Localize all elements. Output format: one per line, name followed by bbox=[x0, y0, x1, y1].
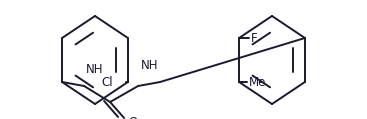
Text: F: F bbox=[251, 32, 258, 45]
Text: NH: NH bbox=[86, 63, 103, 76]
Text: Me: Me bbox=[249, 75, 266, 89]
Text: NH: NH bbox=[141, 59, 158, 72]
Text: O: O bbox=[128, 117, 137, 119]
Text: Cl: Cl bbox=[101, 75, 113, 89]
